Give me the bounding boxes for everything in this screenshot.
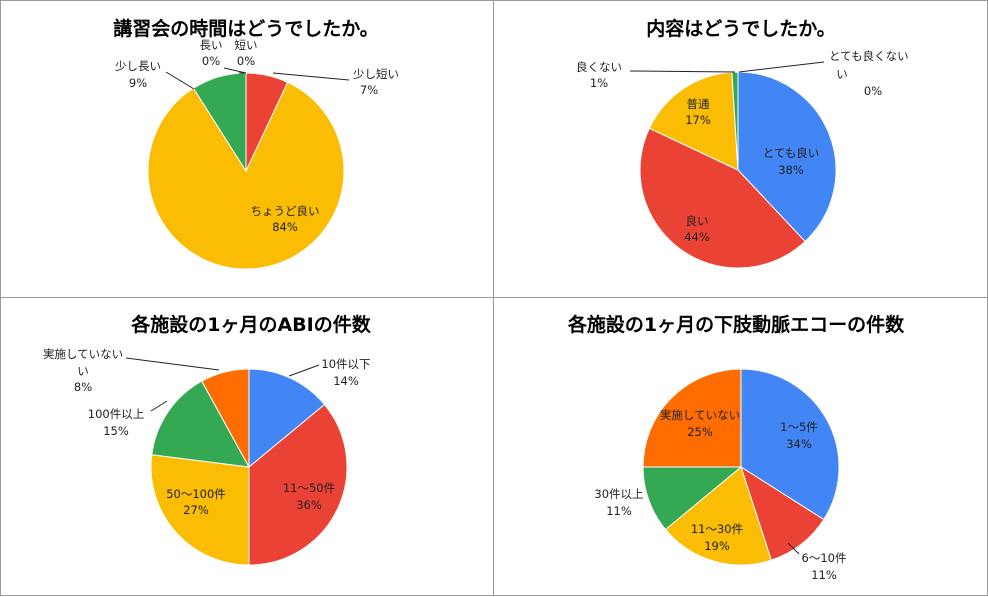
pie-slice-3 <box>151 380 250 468</box>
pie-slice-1 <box>147 81 345 270</box>
slice-label-pct: 84% <box>272 220 298 234</box>
slice-label-name: とても良くない <box>829 49 909 63</box>
slice-label-pct: 7% <box>360 83 378 97</box>
slice-label-pct: 36% <box>296 498 322 512</box>
slice-label-name: 1～5件 <box>780 420 818 434</box>
slice-label-name: 30件以上 <box>594 487 643 501</box>
slice-label-name: 10件以下 <box>321 357 370 371</box>
slice-label-name: 良くない <box>576 60 622 74</box>
slice-label-pct: 1% <box>590 76 608 90</box>
slice-label-pct: 17% <box>685 113 711 127</box>
leader-lines <box>125 357 320 412</box>
slice-label-name: 良い <box>686 214 709 228</box>
slice-label-pct: 11% <box>606 504 632 518</box>
pie-slice-2 <box>664 466 772 566</box>
pie-slice-1 <box>248 403 348 566</box>
slice-label-pct: 0% <box>202 54 220 68</box>
chart-title: 各施設の1ヶ月の下肢動脈エコーの件数 <box>567 313 905 336</box>
pie-slice-0 <box>740 368 840 521</box>
slice-label-name: 6～10件 <box>802 551 847 565</box>
pie-slice-2 <box>648 71 739 171</box>
slice-label-name: 実施していない <box>43 347 123 361</box>
pie-slice-1 <box>639 127 806 269</box>
slice-label-name: 少し長い <box>115 59 161 73</box>
slice-label-pct: 15% <box>103 424 129 438</box>
slice-label-name: 実施していない <box>660 408 740 422</box>
slice-label-pct: 11% <box>811 568 837 582</box>
slice-label-name: 100件以上 <box>88 407 144 421</box>
slice-label-name: とても良い <box>763 146 820 160</box>
slice-label-name: 11～30件 <box>691 522 743 536</box>
slice-label-name: 長い <box>200 38 223 52</box>
slice-label-name: 11～50件 <box>283 481 335 495</box>
pie-slice-4 <box>642 368 742 468</box>
slice-label-name: 50～100件 <box>166 487 226 501</box>
chart-panel-session-time: 講習会の時間はどうでしたか。 少し短い 7% ちょうど良い 84% 少し長い 9… <box>0 0 494 298</box>
slice-label-pct: 38% <box>778 163 804 177</box>
chart-panel-echo-count: 各施設の1ヶ月の下肢動脈エコーの件数 1～5件 34% 6～10件 11% 11… <box>493 297 988 596</box>
slice-label-name: 短い <box>235 38 258 52</box>
leader-lines <box>787 542 800 555</box>
slice-label-pct: 9% <box>129 76 147 90</box>
slice-label-name-wrap: い <box>836 67 848 81</box>
pie-slice-0 <box>248 368 326 469</box>
pie-chart-echo-count: 各施設の1ヶ月の下肢動脈エコーの件数 1～5件 34% 6～10件 11% 11… <box>567 313 905 582</box>
pie-chart-abi-count: 各施設の1ヶ月のABIの件数 10件以下 14% 11～50件 36% 50～1… <box>43 313 372 566</box>
chart-panel-content-rating: 内容はどうでしたか。 とても良い 38% 良い 44% 普通 17% 良くない … <box>493 0 988 298</box>
leader-lines <box>165 67 350 90</box>
pie-chart-session-time: 講習会の時間はどうでしたか。 少し短い 7% ちょうど良い 84% 少し長い 9… <box>113 17 399 270</box>
pie-slice-0 <box>737 71 837 243</box>
slice-label-name-wrap: い <box>77 364 89 378</box>
pie-chart-content-rating: 内容はどうでしたか。 とても良い 38% 良い 44% 普通 17% 良くない … <box>576 17 909 269</box>
pie-slice-1 <box>740 465 825 561</box>
slice-label-pct: 34% <box>786 437 812 451</box>
chart-panel-abi-count: 各施設の1ヶ月のABIの件数 10件以下 14% 11～50件 36% 50～1… <box>0 297 494 596</box>
pie-slice-2 <box>150 454 250 566</box>
slice-label-pct: 0% <box>864 84 882 98</box>
slice-label-name: ちょうど良い <box>251 204 320 218</box>
slice-label-name: 少し短い <box>353 67 399 81</box>
slice-label-pct: 44% <box>684 230 710 244</box>
leader-lines <box>629 61 825 73</box>
chart-title: 各施設の1ヶ月のABIの件数 <box>130 313 371 336</box>
chart-title: 内容はどうでしたか。 <box>646 17 836 40</box>
chart-title: 講習会の時間はどうでしたか。 <box>113 17 379 40</box>
slice-label-pct: 14% <box>333 374 359 388</box>
slice-label-pct: 25% <box>687 425 713 439</box>
slice-label-pct: 0% <box>237 54 255 68</box>
slice-label-pct: 27% <box>183 503 209 517</box>
slice-label-pct: 8% <box>74 380 92 394</box>
slice-label-pct: 19% <box>704 539 730 553</box>
pie-slice-3 <box>642 466 743 531</box>
pie-slice-4 <box>201 368 250 468</box>
slice-label-name: 普通 <box>687 97 710 111</box>
